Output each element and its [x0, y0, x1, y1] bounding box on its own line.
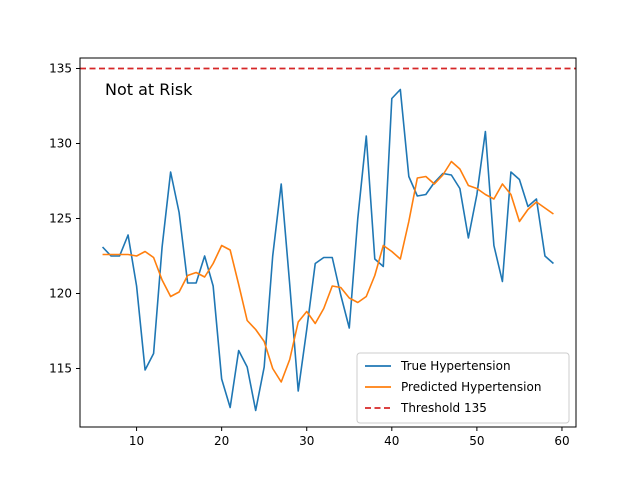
- y-tick-label: 120: [49, 287, 72, 301]
- plot-area: [79, 57, 577, 428]
- y-tick-label: 130: [49, 137, 72, 151]
- y-tick-label: 135: [49, 62, 72, 76]
- axes-frame: [79, 57, 577, 428]
- legend-label-1: Predicted Hypertension: [401, 380, 541, 394]
- x-tick-label: 60: [554, 434, 569, 448]
- series-line-1: [102, 160, 554, 383]
- y-axis: 115 120 125 130 135: [49, 62, 80, 376]
- not-at-risk-annotation: Not at Risk: [105, 80, 193, 99]
- x-tick-label: 20: [214, 434, 229, 448]
- x-tick-label: 30: [299, 434, 314, 448]
- legend-label-0: True Hypertension: [400, 359, 511, 373]
- series-line-0: [101, 88, 554, 412]
- legend-label-2: Threshold 135: [400, 401, 487, 415]
- legend: True Hypertension Predicted Hypertension T…: [356, 352, 570, 424]
- x-tick-label: 50: [469, 434, 484, 448]
- x-tick-label: 10: [129, 434, 144, 448]
- x-tick-label: 40: [384, 434, 399, 448]
- y-tick-label: 115: [49, 362, 72, 376]
- legend-box: [356, 352, 570, 424]
- y-tick-label: 125: [49, 212, 72, 226]
- x-axis: 10 20 30 40 50 60: [129, 427, 570, 448]
